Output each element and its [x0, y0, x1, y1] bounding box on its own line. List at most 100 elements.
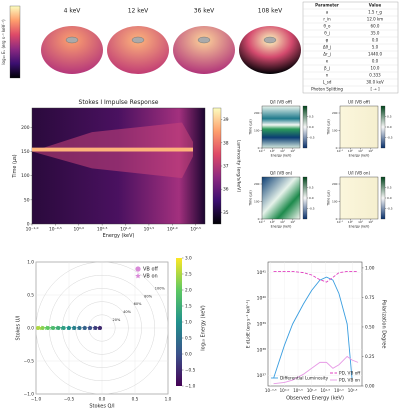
energy-label: 36 keV — [194, 8, 215, 15]
y2-tick-label: 0.25 — [365, 354, 375, 360]
series-line — [273, 276, 353, 379]
x-tick-label: 10²·⁰ — [334, 388, 344, 393]
x-tick-label: 0.0 — [99, 397, 106, 403]
x-tick-label: 10¹ — [280, 220, 285, 224]
x-tick-label: 10⁰ — [348, 149, 354, 153]
x-tick-label: 10¹·⁵ — [321, 388, 331, 393]
x-axis-label: Stokes Q/I — [89, 404, 114, 410]
x-axis-label: Energy (keV) — [103, 233, 135, 239]
table-cell: n — [326, 73, 329, 78]
point-star — [96, 325, 102, 331]
colorbar-tick-label: 37 — [223, 164, 229, 170]
y-tick-label: 200 — [21, 125, 30, 131]
plot-title: Q/I (VB off) — [270, 99, 293, 104]
disk-hole — [263, 36, 277, 44]
table-header: Parameter — [315, 3, 339, 8]
y-axis-label: Stokes U/I — [16, 316, 22, 341]
y-tick-label: 10³⁹ — [257, 322, 267, 328]
y-tick-label: 200 — [254, 182, 260, 186]
colorbar-label: log₁₀ Energy (keV) — [201, 305, 207, 350]
disk-render — [41, 26, 103, 74]
colorbar-tick-label: -0.5 — [387, 136, 393, 140]
y-axis-label: E dL/dE (erg s⁻¹ keV⁻¹) — [246, 300, 252, 349]
table-cell: r_in — [323, 17, 331, 22]
x-tick-label: 10⁻¹ — [259, 220, 265, 224]
y-tick-label: 0 — [336, 146, 338, 150]
x-axis-label: Energy (keV) — [271, 225, 292, 229]
x-tick-label: 10⁻¹ — [337, 220, 343, 224]
y-tick-label: 100 — [21, 173, 30, 179]
table-cell: Δθ_j — [323, 45, 331, 50]
colorbar — [380, 105, 386, 149]
x-tick-label: 10¹·⁰ — [307, 388, 317, 393]
y-tick-label: 0 — [258, 217, 260, 221]
heatmap-band — [32, 147, 193, 152]
heatmap — [261, 176, 301, 220]
disk-render — [107, 26, 169, 74]
colorbar-tick-label: 3.0 — [185, 256, 192, 262]
x-tick-label: 10¹ — [358, 220, 363, 224]
x-tick-label: −1.0 — [31, 397, 42, 403]
disk-hole — [65, 36, 79, 44]
point-star — [65, 325, 71, 331]
point-star — [81, 325, 87, 331]
colorbar-label: Luminosity (erg/s/keV) — [236, 140, 242, 192]
table-frame — [302, 1, 399, 94]
y2-tick-label: 1.00 — [365, 265, 375, 271]
colorbar-tick-label: 0.0 — [387, 196, 392, 200]
legend-marker — [135, 266, 141, 272]
table-cell: β_j — [324, 66, 330, 71]
colorbar-tick-label: 0.0 — [387, 125, 392, 129]
pd-ring-label: 20% — [113, 318, 121, 322]
colorbar-tick-label: -0.5 — [387, 207, 393, 211]
disk-hole — [131, 36, 145, 44]
y-tick-label: 1.0 — [27, 260, 34, 266]
table-cell: 35.0 — [371, 31, 380, 36]
y-axis-label: Time (μs) — [248, 119, 252, 135]
x-tick-label: 10²·⁵ — [348, 388, 358, 393]
plot-title: U/I (VB off) — [348, 99, 371, 104]
y-tick-label: −0.5 — [24, 359, 35, 365]
x-tick-label: 10⁻¹ — [337, 149, 343, 153]
x-axis-label: Energy (keV) — [349, 225, 370, 229]
colorbar-tick-label: 1.0 — [185, 320, 192, 326]
x-tick-label: 10¹ — [280, 149, 285, 153]
y-tick-label: 100 — [254, 200, 260, 204]
table-cell: 0.0 — [372, 38, 379, 43]
colorbar-tick-label: 39 — [223, 117, 229, 123]
energy-label: 108 keV — [258, 8, 283, 15]
legend-label: PD, VB on — [339, 378, 360, 384]
y-tick-label: −1.0 — [24, 392, 35, 398]
colorbar — [302, 176, 308, 220]
x-tick-label: 10⁻⁰·⁵ — [49, 226, 62, 232]
legend-label: VB on — [143, 274, 158, 280]
x-tick-label: 10² — [368, 220, 373, 224]
table-cell: 5.0 — [372, 45, 379, 50]
pd-ring-label: 60% — [134, 302, 142, 306]
x-tick-label: 10⁰ — [348, 220, 354, 224]
point-star — [39, 325, 45, 331]
table-cell: a — [326, 10, 329, 15]
y-tick-label: 200 — [332, 111, 338, 115]
y2-tick-label: 0.50 — [365, 324, 375, 330]
table-cell: 12.0 km — [367, 17, 383, 22]
table-cell: 10.0 — [371, 66, 380, 71]
colorbar-tick-label: 36 — [223, 187, 229, 193]
colorbar-tick-label: 0.0 — [185, 352, 192, 358]
colorbar-tick-label: 0.0 — [309, 196, 314, 200]
y-tick-label: 200 — [254, 111, 260, 115]
point-star — [49, 325, 55, 331]
point-star — [54, 325, 60, 331]
colorbar-tick-label: -0.5 — [309, 207, 315, 211]
point-star — [59, 325, 65, 331]
y-tick-label: 0 — [27, 222, 30, 228]
x-tick-label: 10² — [290, 149, 295, 153]
colorbar-tick-label: 38 — [223, 140, 229, 146]
x-tick-label: 10⁰·⁵ — [97, 226, 108, 232]
point-star — [86, 325, 92, 331]
plot-title: U/I (VB on) — [348, 170, 370, 175]
colorbar-tick-label: 0.5 — [387, 115, 392, 119]
y-axis-label: Time (μs) — [12, 154, 18, 178]
point-star — [92, 325, 98, 331]
table-cell: θ_j — [324, 31, 330, 36]
